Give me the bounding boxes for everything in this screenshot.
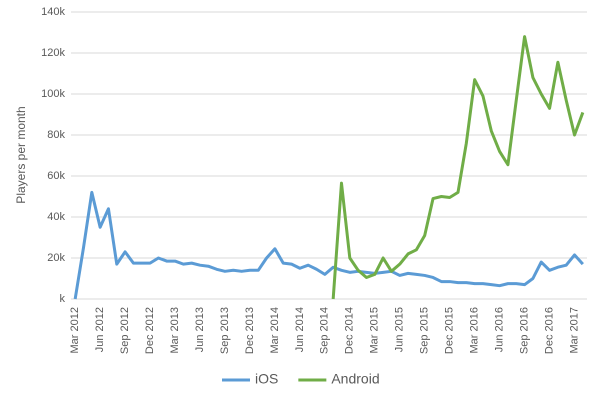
x-tick-label: Mar 2012 <box>69 307 81 353</box>
x-tick-label: Jun 2015 <box>394 307 406 352</box>
x-tick-label: Mar 2014 <box>269 307 281 353</box>
x-tick-label: Mar 2013 <box>169 307 181 353</box>
y-tick-label: k <box>60 293 66 305</box>
y-tick-label: 140k <box>41 6 65 18</box>
legend-label: iOS <box>255 371 278 387</box>
x-tick-label: Jun 2012 <box>94 307 106 352</box>
line-series <box>73 190 584 300</box>
y-tick-label: 100k <box>41 88 65 100</box>
y-axis-label: Players per month <box>14 106 28 203</box>
x-tick-label: Dec 2012 <box>144 307 156 354</box>
x-tick-label: Dec 2013 <box>244 307 256 354</box>
legend-label: Android <box>331 371 379 387</box>
x-tick-label: Sep 2015 <box>419 307 431 354</box>
y-tick-label: 40k <box>47 211 65 223</box>
x-tick-label: Dec 2016 <box>543 307 555 354</box>
x-tick-label: Sep 2014 <box>319 307 331 354</box>
y-tick-label: 20k <box>47 252 65 264</box>
x-tick-label: Sep 2013 <box>219 307 231 354</box>
x-tick-label: Jun 2014 <box>294 307 306 352</box>
x-tick-label: Mar 2017 <box>568 307 580 353</box>
x-tick-label: Jun 2016 <box>494 307 506 352</box>
y-tick-label: 80k <box>47 129 65 141</box>
x-tick-label: Mar 2015 <box>369 307 381 353</box>
x-tick-label: Sep 2016 <box>518 307 530 354</box>
x-tick-label: Sep 2012 <box>119 307 131 354</box>
line-series <box>331 35 585 300</box>
y-tick-label: 60k <box>47 170 65 182</box>
x-tick-label: Dec 2014 <box>344 307 356 354</box>
x-tick-label: Dec 2015 <box>444 307 456 354</box>
x-tick-label: Mar 2016 <box>469 307 481 353</box>
x-tick-label: Jun 2013 <box>194 307 206 352</box>
y-tick-label: 120k <box>41 47 65 59</box>
